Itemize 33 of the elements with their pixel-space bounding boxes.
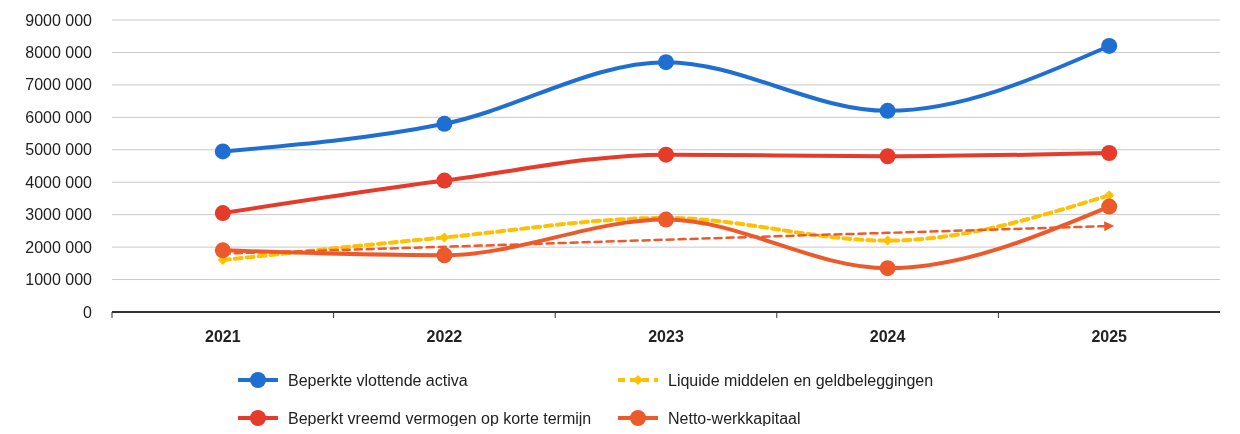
y-tick-label: 2000 000 [25,238,93,256]
y-tick-label: 5000 000 [25,141,93,159]
x-tick-label: 2024 [869,328,906,345]
legend-label: Beperkte vlottende activa [288,371,468,389]
y-tick-label: 4000 000 [25,173,93,191]
point [436,115,453,132]
y-tick-label: 3000 000 [25,206,93,224]
point [436,247,453,264]
y-tick-label: 0 [83,303,93,321]
point [1101,37,1118,54]
legend-label: Liquide middelen en geldbeleggingen [668,371,934,389]
point [879,148,896,165]
point [658,146,674,163]
point [1101,145,1118,162]
y-tick-label: 6000 000 [25,108,93,126]
y-tick-label: 8000 000 [25,44,93,62]
point [214,205,231,222]
point [1101,198,1118,215]
x-tick-label: 2022 [426,328,463,345]
y-tick-label: 1000 000 [25,271,93,289]
point [879,260,896,277]
y-tick-label: 9000 000 [25,11,93,29]
point [658,54,674,71]
point [879,102,896,119]
x-tick-label: 2021 [205,328,241,345]
legend-label: Netto-werkkapitaal [668,409,801,427]
y-tick-label: 7000 000 [25,76,93,94]
legend-label: Beperkt vreemd vermogen op korte termijn [288,409,592,427]
point [214,143,231,160]
point [436,172,453,189]
x-tick-label: 2023 [648,328,684,345]
point [658,211,674,228]
x-tick-label: 2025 [1091,328,1128,345]
